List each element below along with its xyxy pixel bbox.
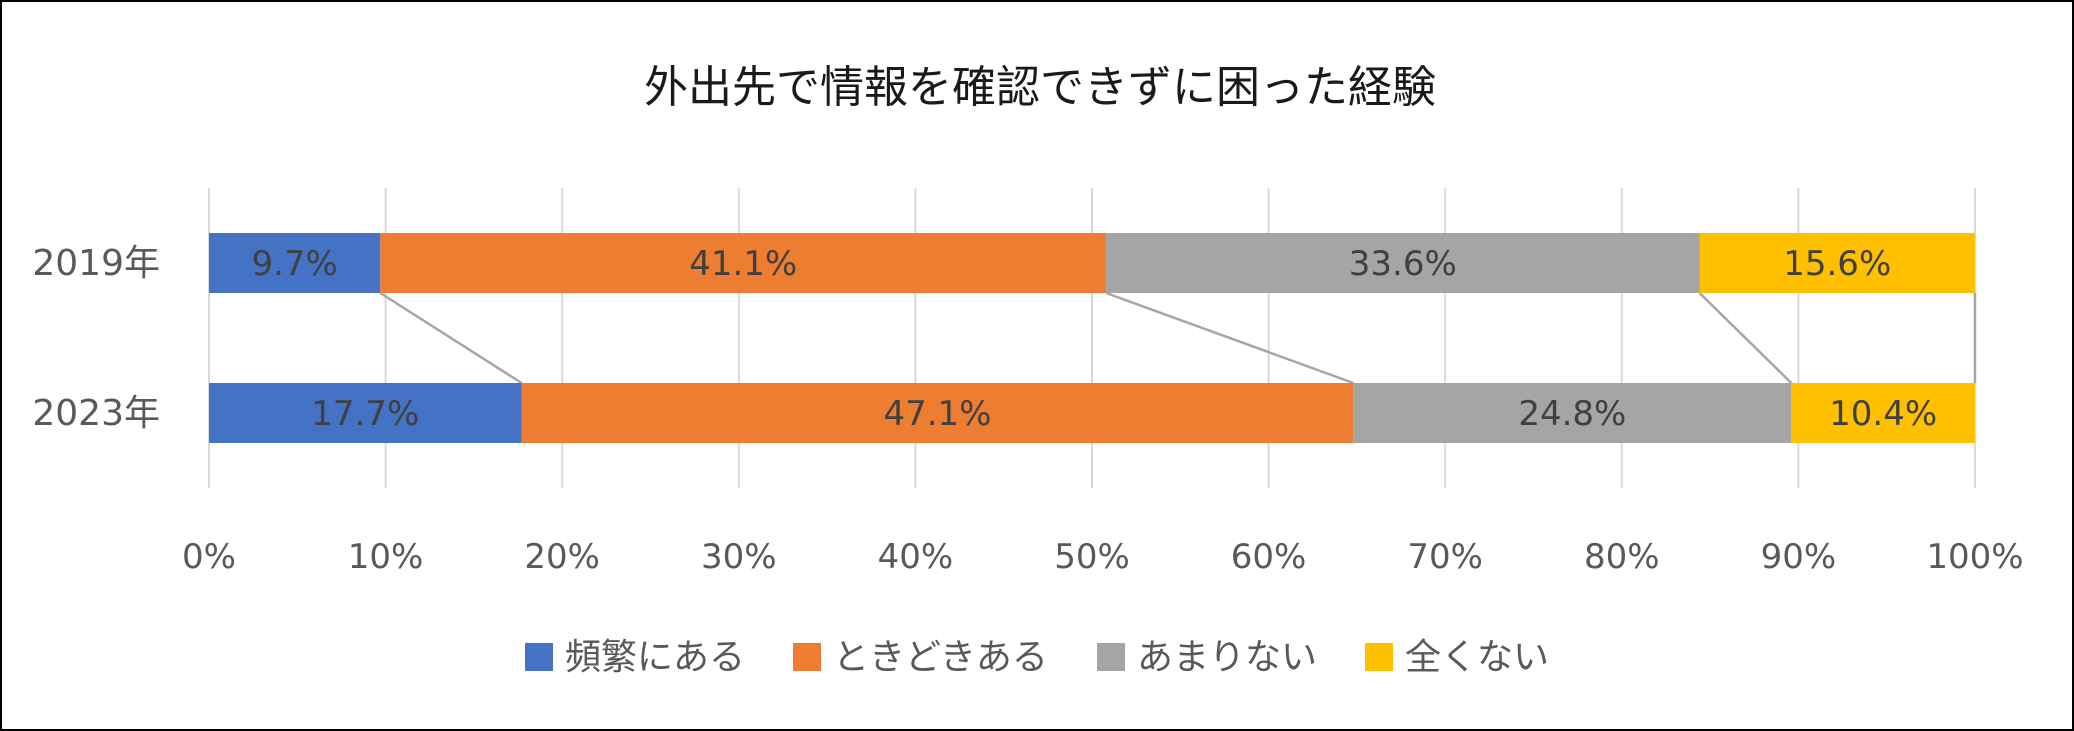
x-tick-label-1: 10% — [348, 537, 424, 577]
data-labels: 9.7% 41.1% 33.6% 15.6% 17.7% 47.1% 24.8% 10.4% — [251, 244, 1937, 434]
series-lines — [379, 291, 1977, 385]
data-label-0-2: 33.6% — [1349, 244, 1457, 284]
series-line-1-0 — [1105, 291, 1354, 385]
x-tick-label-2: 20% — [524, 537, 600, 577]
legend-swatch-1 — [793, 643, 821, 671]
x-tick-label-3: 30% — [701, 537, 777, 577]
category-label-1: 2023年 — [32, 393, 160, 434]
data-label-0-0: 9.7% — [251, 244, 337, 284]
bar-0-2 — [1106, 233, 1700, 293]
bar-0-0 — [209, 233, 381, 293]
x-tick-label-6: 60% — [1231, 537, 1307, 577]
data-label-1-1: 47.1% — [883, 394, 991, 434]
bars — [209, 233, 1975, 443]
legend: 頻繁にある ときどきある あまりない 全くない — [525, 637, 1549, 678]
x-tick-label-4: 40% — [878, 537, 954, 577]
legend-label-3: 全くない — [1405, 637, 1549, 678]
data-label-1-3: 10.4% — [1829, 394, 1937, 434]
legend-item-2: あまりない — [1097, 637, 1317, 678]
bar-1-0 — [209, 383, 522, 443]
legend-label-0: 頻繁にある — [565, 637, 745, 678]
x-axis-tick-labels: 0% 10% 20% 30% 40% 50% 60% 70% 80% 90% 100% — [182, 537, 2024, 577]
bar-1-1 — [521, 383, 1354, 443]
data-label-1-0: 17.7% — [311, 394, 419, 434]
legend-label-2: あまりない — [1137, 637, 1317, 678]
x-tick-label-10: 100% — [1926, 537, 2023, 577]
x-tick-label-8: 80% — [1584, 537, 1660, 577]
data-label-1-2: 24.8% — [1518, 394, 1626, 434]
data-label-0-1: 41.1% — [689, 244, 797, 284]
bar-1-2 — [1353, 383, 1792, 443]
legend-swatch-2 — [1097, 643, 1125, 671]
legend-label-1: ときどきある — [833, 637, 1048, 678]
legend-swatch-0 — [525, 643, 553, 671]
legend-item-0: 頻繁にある — [525, 637, 745, 678]
bar-0-3 — [1699, 233, 1975, 293]
series-line-2-0 — [1698, 292, 1793, 384]
legend-swatch-3 — [1365, 643, 1393, 671]
legend-item-1: ときどきある — [793, 637, 1048, 678]
chart-title: 外出先で情報を確認できずに困った経験 — [644, 62, 1436, 113]
bar-0-1 — [380, 233, 1107, 293]
series-line-0-0 — [379, 291, 523, 385]
category-label-0: 2019年 — [32, 243, 160, 284]
x-tick-label-0: 0% — [182, 537, 236, 577]
category-labels: 2019年 2023年 — [32, 243, 160, 434]
x-tick-label-5: 50% — [1054, 537, 1130, 577]
x-tick-label-7: 70% — [1407, 537, 1483, 577]
legend-item-3: 全くない — [1365, 637, 1549, 678]
bar-1-3 — [1791, 383, 1975, 443]
x-tick-label-9: 90% — [1761, 537, 1837, 577]
data-label-0-3: 15.6% — [1783, 244, 1891, 284]
